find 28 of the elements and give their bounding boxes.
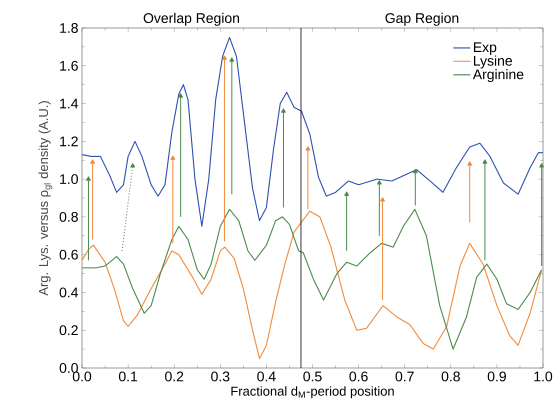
legend-label: Exp bbox=[474, 42, 496, 55]
legend-label: Lysine bbox=[474, 55, 512, 68]
x-tick-label: 0.7 bbox=[396, 372, 414, 382]
x-tick-label: 0.6 bbox=[349, 372, 368, 382]
y-tick-label: 0.2 bbox=[60, 325, 78, 336]
x-tick-label: 0.4 bbox=[257, 372, 276, 382]
x-tick-label: 0.2 bbox=[165, 372, 184, 382]
text: Overlap Region bbox=[144, 12, 240, 26]
y-tick-label: 1.0 bbox=[60, 174, 78, 184]
y-tick-label: 1.2 bbox=[60, 136, 78, 146]
x-tick-label: 0.9 bbox=[488, 372, 506, 382]
y-tick-label: 1.8 bbox=[60, 23, 78, 33]
y-tick-label: 1.6 bbox=[60, 60, 78, 71]
x-tick-label: 0.5 bbox=[303, 372, 322, 382]
x-axis-title: Fractional d$_{M}$-period position bbox=[231, 386, 394, 398]
x-tick-label: 0.1 bbox=[118, 372, 138, 382]
y-tick-label: 0.8 bbox=[60, 212, 78, 222]
y-tick-label: 0.0 bbox=[60, 363, 78, 373]
y-tick-label: 0.4 bbox=[60, 287, 78, 298]
x-tick-label: 1.0 bbox=[534, 372, 552, 382]
x-tick-label: 0.3 bbox=[211, 372, 230, 382]
y-tick-label: 1.4 bbox=[60, 98, 78, 108]
x-tick-label: 0.0 bbox=[72, 372, 92, 382]
y-tick-label: 0.6 bbox=[60, 250, 78, 260]
text: Gap Region bbox=[385, 12, 458, 26]
x-tick-label: 0.8 bbox=[442, 372, 460, 382]
legend-label: Arginine bbox=[472, 69, 524, 82]
y-axis-title: Arg. Lys. versus ρ$_{gl}$ density (A.U.) bbox=[38, 101, 52, 296]
